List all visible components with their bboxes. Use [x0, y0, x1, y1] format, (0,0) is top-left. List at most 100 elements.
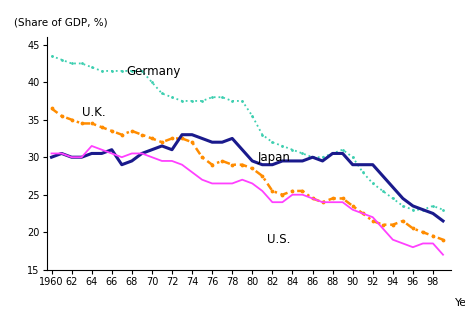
Japan [109, 148, 114, 152]
Japan [360, 163, 365, 166]
U.K. [410, 227, 416, 230]
U.S. [119, 155, 125, 159]
U.K. [189, 140, 195, 144]
U.K. [400, 219, 405, 223]
Germany [360, 170, 365, 174]
U.K. [169, 137, 175, 140]
U.S. [360, 212, 365, 215]
Japan [310, 155, 315, 159]
U.S. [310, 197, 315, 200]
Japan [390, 185, 396, 189]
Germany [259, 133, 265, 137]
U.K. [69, 118, 74, 122]
U.S. [380, 227, 385, 230]
Japan [299, 159, 305, 163]
U.K. [49, 107, 54, 110]
U.S. [400, 241, 405, 245]
Japan [169, 148, 175, 152]
U.S. [350, 208, 355, 211]
U.S. [390, 238, 396, 241]
Germany [179, 99, 185, 103]
Japan [179, 133, 185, 137]
Germany [159, 91, 165, 95]
U.S. [189, 170, 195, 174]
Germany [350, 155, 355, 159]
U.K. [279, 193, 285, 197]
Germany [310, 155, 315, 159]
U.S. [79, 155, 85, 159]
Germany [330, 152, 335, 155]
Japan [340, 152, 345, 155]
U.K. [79, 122, 85, 125]
U.K. [109, 129, 114, 133]
Japan [89, 152, 94, 155]
U.K. [149, 137, 155, 140]
U.S. [279, 200, 285, 204]
U.K. [139, 133, 145, 137]
Germany [390, 197, 396, 200]
U.K. [440, 238, 446, 241]
U.K. [250, 166, 255, 170]
U.K. [350, 204, 355, 208]
Japan [229, 137, 235, 140]
Germany [370, 182, 376, 185]
U.K. [119, 133, 125, 137]
U.S. [149, 155, 155, 159]
U.K. [99, 125, 105, 129]
Japan [279, 159, 285, 163]
Germany [430, 204, 436, 208]
U.S. [159, 159, 165, 163]
Germany [250, 114, 255, 118]
U.S. [69, 155, 74, 159]
U.K. [340, 197, 345, 200]
U.K. [179, 137, 185, 140]
U.S. [259, 189, 265, 193]
U.S. [109, 152, 114, 155]
Japan [239, 148, 245, 152]
Germany [290, 148, 295, 152]
U.S. [129, 152, 134, 155]
Germany [320, 155, 325, 159]
U.K. [259, 174, 265, 178]
U.K. [360, 212, 365, 215]
U.K. [89, 122, 94, 125]
Line: Germany: Germany [50, 55, 445, 211]
U.S. [320, 200, 325, 204]
Germany [420, 208, 426, 211]
U.S. [209, 182, 215, 185]
Germany [410, 208, 416, 211]
Text: U.S.: U.S. [267, 233, 291, 246]
U.S. [49, 152, 54, 155]
U.K. [199, 155, 205, 159]
Japan [149, 148, 155, 152]
U.K. [420, 230, 426, 234]
U.S. [290, 193, 295, 197]
Germany [270, 140, 275, 144]
Japan [259, 163, 265, 166]
Japan [330, 152, 335, 155]
Germany [49, 54, 54, 58]
U.S. [219, 182, 225, 185]
U.S. [250, 182, 255, 185]
U.K. [390, 223, 396, 227]
U.S. [169, 159, 175, 163]
Germany [299, 152, 305, 155]
U.K. [129, 129, 134, 133]
Japan [79, 155, 85, 159]
Germany [169, 95, 175, 99]
U.S. [229, 182, 235, 185]
Japan [250, 159, 255, 163]
Germany [239, 99, 245, 103]
U.K. [209, 163, 215, 166]
U.S. [299, 193, 305, 197]
U.K. [310, 197, 315, 200]
U.S. [420, 241, 426, 245]
U.S. [440, 253, 446, 257]
U.S. [99, 148, 105, 152]
Germany [139, 69, 145, 73]
U.K. [290, 189, 295, 193]
Japan [219, 140, 225, 144]
U.K. [370, 219, 376, 223]
Japan [370, 163, 376, 166]
Japan [129, 159, 134, 163]
